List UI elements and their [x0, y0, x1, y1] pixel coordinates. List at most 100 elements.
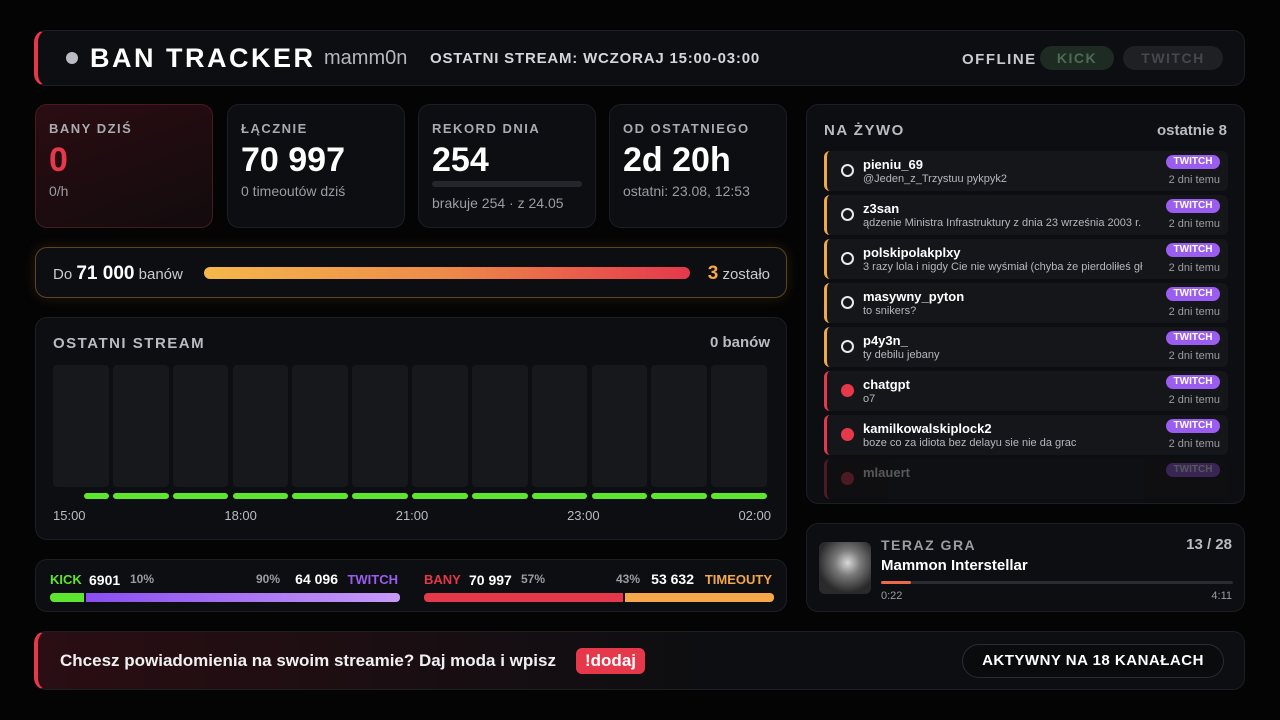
stat-label: OD OSTATNIEGO — [623, 121, 750, 136]
activity-segment — [112, 493, 169, 499]
platform-tag: TWITCH — [1166, 331, 1220, 345]
share: 10% — [130, 572, 155, 586]
activity-segment — [651, 493, 708, 499]
platform-tag: TWITCH — [1166, 419, 1220, 433]
bar-slot — [172, 365, 229, 487]
track-progress-fill — [881, 581, 911, 584]
header: BAN TRACKER mamm0n OSTATNI STREAM: WCZOR… — [34, 30, 1245, 86]
live-title: NA ŻYWO — [824, 122, 905, 139]
goal-panel: Do 71 000 banów 3 zostało — [35, 247, 787, 298]
remaining-text: 3 zostało — [708, 263, 770, 285]
live-item: chatgpt o7 TWITCH 2 dni temu — [824, 371, 1228, 411]
bar-slot — [651, 365, 708, 487]
goal-progress — [204, 267, 690, 279]
ban-icon — [841, 472, 854, 485]
stat-card: OD OSTATNIEGO 2d 20h ostatni: 23.08, 12:53 — [609, 104, 787, 228]
timeout-icon — [841, 252, 854, 265]
platform-tag: TWITCH — [1166, 375, 1220, 389]
cover-art — [819, 542, 871, 594]
username: kamilkowalskiplock2 — [863, 421, 992, 436]
active-channels: AKTYWNY NA 18 KANAŁACH — [962, 644, 1224, 678]
timeout-icon — [841, 296, 854, 309]
count: 64 096 — [295, 571, 338, 587]
share-bar — [50, 593, 84, 602]
share-bar — [624, 593, 774, 602]
message: to snikers? — [863, 305, 917, 317]
timeout-icon — [841, 208, 854, 221]
playlist-position: 13 / 28 — [1186, 536, 1232, 553]
activity-segment — [591, 493, 648, 499]
time-ago: 2 dni temu — [1168, 174, 1220, 186]
bar-slot — [352, 365, 408, 487]
remaining-count: 3 — [707, 263, 719, 284]
stat-sub: brakuje 254 · z 24.05 — [432, 195, 564, 211]
live-item: kamilkowalskiplock2 boze co za idiota bez… — [824, 415, 1228, 455]
username: masywny_pyton — [863, 289, 965, 304]
activity-segment — [471, 493, 528, 499]
platform-tag: TWITCH — [1166, 155, 1220, 169]
username: mlauert — [863, 465, 910, 480]
duration: 4:11 — [1211, 590, 1232, 602]
kick-button[interactable]: KICK — [1040, 46, 1114, 70]
stat-value: 2d 20h — [623, 141, 731, 179]
bar-slot — [112, 365, 169, 487]
bar-slot — [232, 365, 289, 487]
activity-segment — [412, 493, 468, 499]
stat-value: 254 — [432, 141, 489, 179]
goal-text: Do 71 000 banów — [53, 263, 183, 285]
activity-segment — [531, 493, 588, 499]
bar-slot — [591, 365, 648, 487]
bar-slot — [471, 365, 528, 487]
twitch-button[interactable]: TWITCH — [1123, 46, 1223, 70]
stat-label: ŁĄCZNIE — [241, 121, 308, 136]
platform-tag: TWITCH — [1166, 287, 1220, 301]
username: p4y3n_ — [863, 333, 908, 348]
platform-tag: TWITCH — [1166, 199, 1220, 213]
message: ądzenie Ministra Infrastruktury z dnia 2… — [863, 217, 1142, 229]
label: TWITCH — [347, 572, 398, 587]
stream-panel: OSTATNI STREAM 0 banów 15:00 18:00 21:00 23… — [35, 317, 787, 540]
goal-unit: banów — [138, 266, 183, 283]
time-label: 23:00 — [567, 508, 600, 523]
activity-segment — [172, 493, 229, 499]
now-playing-label: TERAZ GRA — [881, 537, 977, 553]
bar-slot — [53, 365, 109, 487]
time-ago: 2 dni temu — [1168, 218, 1220, 230]
count: 53 632 — [651, 571, 694, 587]
live-item: z3san ądzenie Ministra Infrastruktury z d… — [824, 195, 1228, 235]
time-label: 21:00 — [395, 508, 429, 523]
share: 43% — [615, 572, 640, 586]
live-item: masywny_pyton to snikers? TWITCH 2 dni temu — [824, 283, 1228, 323]
bar-slot — [531, 365, 588, 487]
timeout-icon — [841, 340, 854, 353]
time-ago: 2 dni temu — [1168, 306, 1220, 318]
time-ago: 2 dni temu — [1168, 350, 1220, 362]
stat-sub: ostatni: 23.08, 12:53 — [623, 183, 750, 199]
channel: mamm0n — [324, 47, 408, 69]
stat-value: 0 — [49, 141, 68, 179]
stream-total: 0 banów — [709, 334, 770, 351]
live-count: ostatnie 8 — [1156, 122, 1227, 139]
username: z3san — [863, 201, 900, 216]
count: 6901 — [89, 572, 121, 588]
message: ty debilu jebany — [863, 349, 940, 361]
live-item: p4y3n_ ty debilu jebany TWITCH 2 dni temu — [824, 327, 1228, 367]
ban-icon — [841, 428, 854, 441]
activity-segment — [84, 493, 109, 499]
bar-slot — [711, 365, 767, 487]
bar-slot — [292, 365, 349, 487]
activity-segment — [711, 493, 767, 499]
message: boze co za idiota bez delayu sie nie da … — [863, 437, 1077, 449]
message: @Jeden_z_Trzystuu pykpyk2 — [863, 173, 1008, 185]
command: !dodaj — [576, 648, 645, 674]
time-ago: 2 dni temu — [1168, 394, 1220, 406]
time-ago: 2 dni temu — [1168, 438, 1220, 450]
time-label: 18:00 — [224, 508, 257, 523]
track-progress — [881, 581, 1233, 584]
split-panel: KICK 6901 10% TWITCH BANY 70 997 57% TIMEOUTY 64… — [35, 559, 787, 612]
live-item: pieniu_69 @Jeden_z_Trzystuu pykpyk2 TWITCH… — [824, 151, 1228, 191]
time-ago: 2 dni temu — [1168, 262, 1220, 274]
title: BAN TRACKER — [90, 43, 316, 73]
